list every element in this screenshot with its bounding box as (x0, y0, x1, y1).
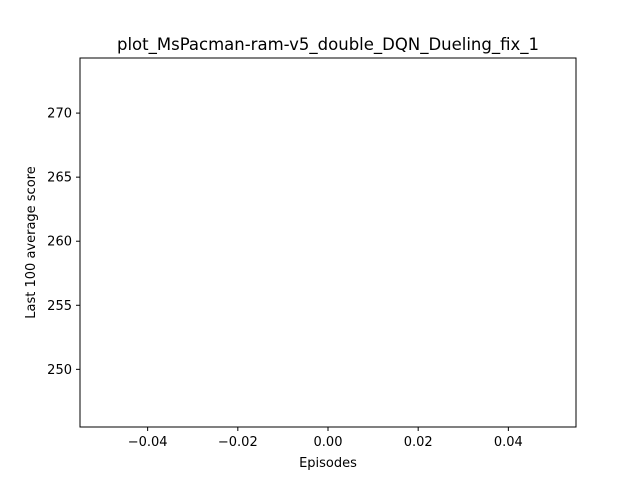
plot-area-frame (79, 57, 577, 428)
y-tick-label: 255 (47, 299, 72, 314)
y-tick-label: 250 (47, 363, 72, 378)
x-tick-label: −0.02 (218, 435, 258, 450)
y-tick-label: 260 (47, 235, 72, 250)
y-axis-ticks: 250 255 260 265 270 (47, 107, 80, 378)
x-tick-label: −0.04 (128, 435, 168, 450)
y-tick-label: 270 (47, 107, 72, 122)
x-tick-label: 0.02 (404, 435, 433, 450)
x-axis-label: Episodes (299, 456, 357, 471)
y-axis-label: Last 100 average score (24, 166, 39, 318)
y-tick-label: 265 (47, 171, 72, 186)
x-tick-label: 0.04 (494, 435, 523, 450)
x-tick-label: 0.00 (314, 435, 343, 450)
chart-title: plot_MsPacman-ram-v5_double_DQN_Dueling_… (117, 35, 539, 55)
x-axis-ticks: −0.04 −0.02 0.00 0.02 0.04 (128, 427, 523, 450)
